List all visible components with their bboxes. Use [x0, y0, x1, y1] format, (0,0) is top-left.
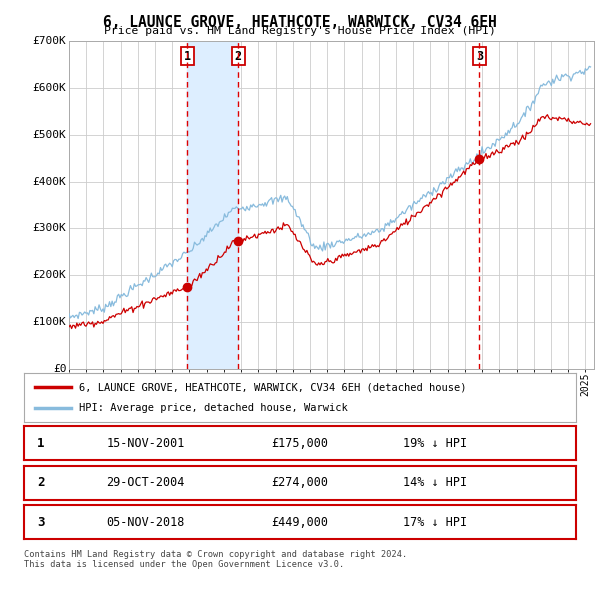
Text: 1: 1 [184, 50, 191, 63]
Text: 2: 2 [235, 50, 242, 63]
Text: HPI: Average price, detached house, Warwick: HPI: Average price, detached house, Warw… [79, 404, 348, 414]
Text: This data is licensed under the Open Government Licence v3.0.: This data is licensed under the Open Gov… [24, 560, 344, 569]
Text: £100K: £100K [32, 317, 67, 327]
Text: 3: 3 [476, 50, 483, 63]
Text: Contains HM Land Registry data © Crown copyright and database right 2024.: Contains HM Land Registry data © Crown c… [24, 550, 407, 559]
Text: £200K: £200K [32, 270, 67, 280]
Text: 6, LAUNCE GROVE, HEATHCOTE, WARWICK, CV34 6EH: 6, LAUNCE GROVE, HEATHCOTE, WARWICK, CV3… [103, 15, 497, 30]
Text: £700K: £700K [32, 37, 67, 46]
Bar [187, 41, 238, 369]
Text: £449,000: £449,000 [271, 516, 329, 529]
Text: £274,000: £274,000 [271, 476, 329, 489]
Text: Price paid vs. HM Land Registry's House Price Index (HPI): Price paid vs. HM Land Registry's House … [104, 26, 496, 36]
Text: £600K: £600K [32, 83, 67, 93]
Text: 29-OCT-2004: 29-OCT-2004 [106, 476, 185, 489]
Text: 3: 3 [37, 516, 44, 529]
Text: 19% ↓ HPI: 19% ↓ HPI [403, 437, 467, 450]
Text: £300K: £300K [32, 224, 67, 234]
Text: 17% ↓ HPI: 17% ↓ HPI [403, 516, 467, 529]
Text: £400K: £400K [32, 176, 67, 186]
Text: 05-NOV-2018: 05-NOV-2018 [106, 516, 185, 529]
Text: 1: 1 [37, 437, 44, 450]
Text: £0: £0 [53, 364, 67, 373]
Text: £175,000: £175,000 [271, 437, 329, 450]
Text: 2: 2 [37, 476, 44, 489]
Text: 6, LAUNCE GROVE, HEATHCOTE, WARWICK, CV34 6EH (detached house): 6, LAUNCE GROVE, HEATHCOTE, WARWICK, CV3… [79, 382, 467, 392]
Text: 14% ↓ HPI: 14% ↓ HPI [403, 476, 467, 489]
Text: £500K: £500K [32, 130, 67, 140]
Text: 15-NOV-2001: 15-NOV-2001 [106, 437, 185, 450]
